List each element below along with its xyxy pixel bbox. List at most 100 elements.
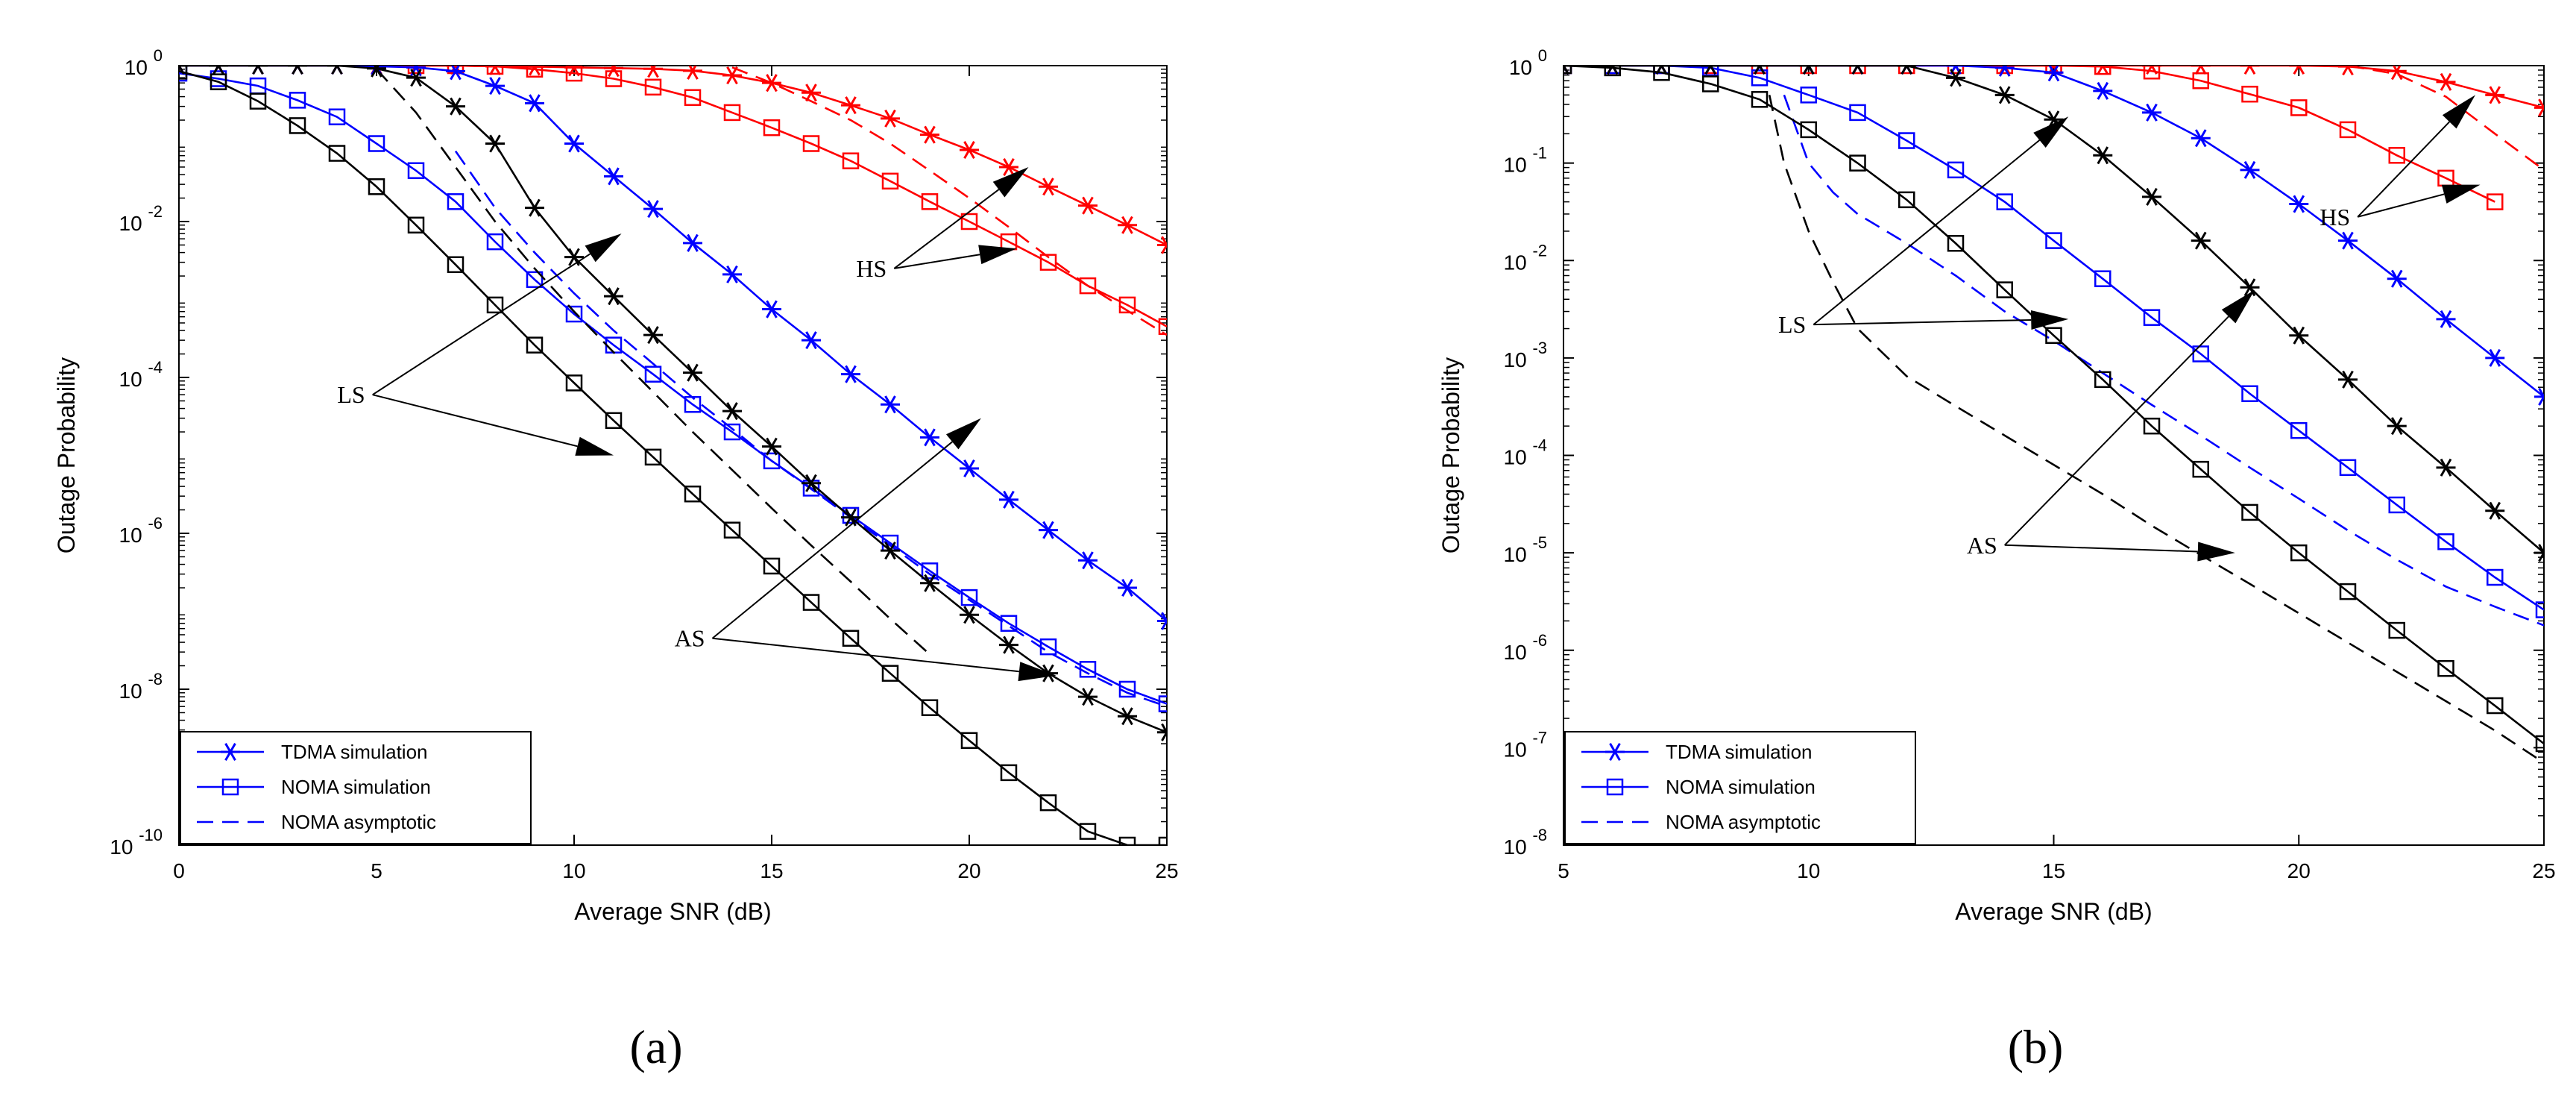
y-axis-label: Outage Probability bbox=[53, 357, 80, 553]
series-point bbox=[1898, 191, 1915, 209]
series-point bbox=[1898, 66, 1915, 75]
annotation-label: AS bbox=[675, 625, 705, 652]
series-point bbox=[2240, 160, 2260, 179]
series-point bbox=[2143, 309, 2161, 326]
star-marker-stroke bbox=[805, 474, 817, 492]
series-point bbox=[722, 402, 742, 421]
series-point bbox=[2241, 385, 2258, 403]
star-marker-stroke bbox=[2194, 66, 2202, 75]
star-marker-stroke bbox=[1003, 636, 1015, 654]
annotation-arrow-line bbox=[372, 394, 578, 448]
series-point bbox=[921, 699, 939, 716]
series-point bbox=[526, 66, 544, 78]
series-point bbox=[802, 84, 821, 102]
series-point bbox=[762, 437, 781, 456]
star-marker-stroke bbox=[2390, 66, 2402, 81]
x-axis-label: Average SNR (dB) bbox=[1955, 898, 2152, 925]
star-marker-stroke bbox=[884, 542, 896, 560]
series-point bbox=[2339, 583, 2357, 600]
star-marker-stroke bbox=[608, 167, 620, 186]
series-point bbox=[881, 542, 900, 560]
series-point bbox=[249, 92, 267, 110]
series-point bbox=[921, 193, 939, 210]
series-point bbox=[2388, 496, 2405, 514]
series-line bbox=[1563, 66, 2544, 398]
x-tick-label: 15 bbox=[760, 859, 783, 882]
annotation-label: HS bbox=[856, 255, 887, 282]
series-point bbox=[1078, 551, 1098, 570]
series-point bbox=[1848, 66, 1868, 75]
series-point bbox=[960, 213, 978, 230]
star-marker-stroke bbox=[1950, 69, 1962, 87]
annotation-hs: HS bbox=[2320, 95, 2481, 230]
star-marker-stroke bbox=[647, 66, 657, 78]
series-point bbox=[2044, 66, 2064, 82]
star-marker-stroke bbox=[2047, 66, 2059, 82]
star-marker-stroke bbox=[766, 74, 778, 92]
series-point bbox=[1604, 66, 1621, 77]
series-point bbox=[763, 119, 781, 137]
y-tick-base: 10 bbox=[1504, 154, 1533, 177]
y-tick-exponent: -4 bbox=[1532, 436, 1547, 455]
series-point bbox=[605, 412, 623, 430]
series-point bbox=[2143, 66, 2161, 80]
legend-square-marker bbox=[221, 778, 239, 796]
series-point bbox=[684, 485, 702, 503]
y-tick-label: 10 -3 bbox=[1504, 339, 1548, 371]
star-marker-stroke bbox=[331, 66, 338, 75]
series-point bbox=[368, 178, 385, 195]
panel-caption: (a) bbox=[629, 1020, 682, 1073]
series-point bbox=[407, 66, 425, 75]
annotation-label: LS bbox=[337, 381, 365, 408]
series-point bbox=[1039, 521, 1058, 539]
star-marker-stroke bbox=[2293, 66, 2300, 75]
series-point bbox=[1897, 66, 1917, 75]
star-marker-stroke bbox=[1161, 618, 1167, 630]
series-point bbox=[1039, 178, 1058, 196]
annotation-arrow-head bbox=[945, 418, 981, 450]
series-point bbox=[1994, 66, 2015, 77]
star-marker-stroke bbox=[2538, 550, 2544, 562]
series-point bbox=[2240, 278, 2260, 297]
star-marker-stroke bbox=[845, 365, 857, 383]
series-point bbox=[2192, 345, 2209, 363]
series-point bbox=[2192, 72, 2209, 90]
x-tick-label: 5 bbox=[371, 859, 382, 882]
star-marker-stroke bbox=[1121, 216, 1133, 234]
series-point bbox=[1039, 794, 1057, 812]
series-point bbox=[1750, 66, 1769, 75]
annotation-as: AS bbox=[675, 418, 1056, 682]
y-tick-base: 10 bbox=[119, 680, 148, 703]
series-point bbox=[920, 125, 939, 144]
annotation-ls: LS bbox=[1778, 116, 2069, 338]
star-marker-stroke bbox=[2293, 326, 2305, 345]
legend-square-marker bbox=[1606, 778, 1624, 796]
annotation-arrow-head bbox=[1018, 662, 1056, 682]
annotation-arrow-head bbox=[2441, 184, 2481, 204]
series-point bbox=[486, 66, 504, 75]
star-marker-stroke bbox=[217, 66, 224, 75]
series-point bbox=[802, 474, 821, 492]
annotation-arrow-head bbox=[2221, 289, 2255, 324]
series-point bbox=[2437, 659, 2454, 677]
series-point bbox=[763, 452, 781, 470]
series-line bbox=[1768, 95, 2544, 764]
legend-label: NOMA asymptotic bbox=[1666, 811, 1821, 833]
star-marker-stroke bbox=[2101, 66, 2109, 75]
series-point bbox=[1849, 104, 1866, 122]
x-tick-label: 0 bbox=[173, 859, 185, 882]
series-point bbox=[1158, 318, 1167, 335]
annotation-arrow-head bbox=[2033, 116, 2069, 148]
y-tick-base: 10 bbox=[1504, 641, 1533, 664]
star-marker-stroke bbox=[1998, 86, 2011, 104]
series-point bbox=[328, 145, 346, 162]
star-marker-stroke bbox=[2194, 129, 2207, 148]
annotation-arrow-head bbox=[2030, 310, 2069, 330]
legend-label: TDMA simulation bbox=[281, 741, 428, 763]
series-point bbox=[2437, 533, 2454, 550]
series-point bbox=[1157, 723, 1167, 741]
series-point bbox=[1118, 579, 1137, 597]
star-marker-stroke bbox=[924, 574, 936, 592]
series-point bbox=[179, 66, 188, 80]
